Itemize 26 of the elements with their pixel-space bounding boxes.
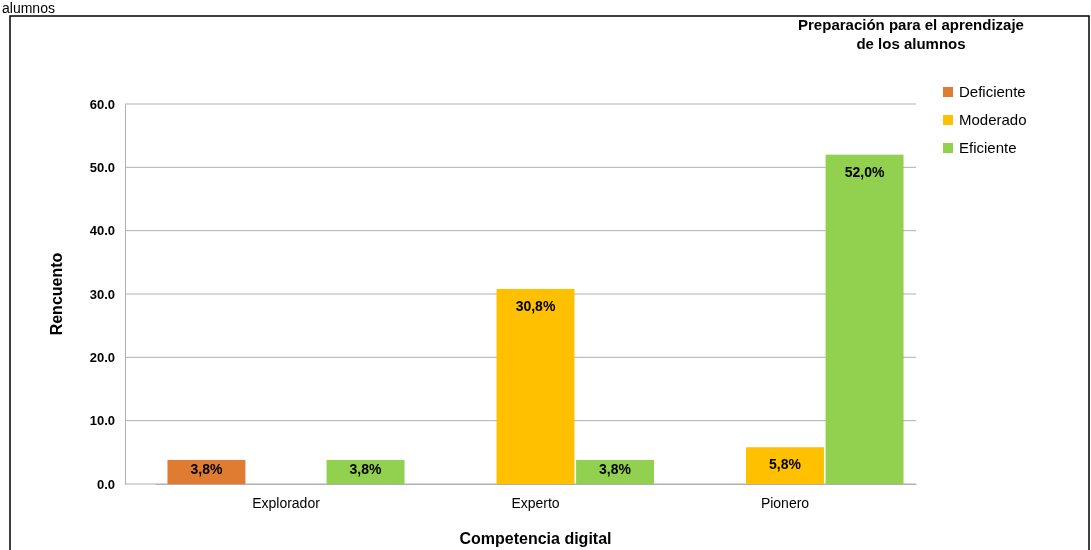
x-tick-label: Pionero	[760, 494, 810, 511]
data-label: 3,8%	[349, 460, 383, 477]
bar	[825, 154, 904, 484]
y-axis-title: Rencuento	[48, 252, 65, 336]
data-label: 3,8%	[599, 460, 632, 477]
data-label: 52,0%	[844, 163, 885, 180]
y-tick-label: 0.0	[96, 476, 115, 492]
legend-title: Preparación para el aprendizaje de los alumnos	[798, 16, 1024, 52]
bar	[746, 447, 824, 484]
legend-label: Eficiente	[959, 139, 1017, 156]
data-label: 5,8%	[769, 456, 802, 473]
y-tick-label: 30.0	[89, 286, 115, 302]
legend-label: Moderado	[959, 111, 1027, 128]
y-tick-label: 40.0	[89, 223, 115, 239]
y-tick-label: 60.0	[89, 96, 115, 112]
text: alumnos	[2, 0, 55, 16]
x-tick-label: Experto	[511, 494, 560, 511]
x-axis-title: Competencia digital	[459, 530, 612, 547]
data-label: 3,8%	[190, 460, 223, 477]
y-tick-label: 20.0	[89, 349, 115, 365]
y-tick-label: 50.0	[89, 159, 115, 175]
data-label: 30,8%	[515, 297, 556, 314]
legend-label: Deficiente	[959, 83, 1026, 100]
bar	[496, 288, 575, 484]
y-tick-label: 10.0	[89, 413, 115, 429]
x-tick-label: Explorador	[252, 494, 321, 511]
